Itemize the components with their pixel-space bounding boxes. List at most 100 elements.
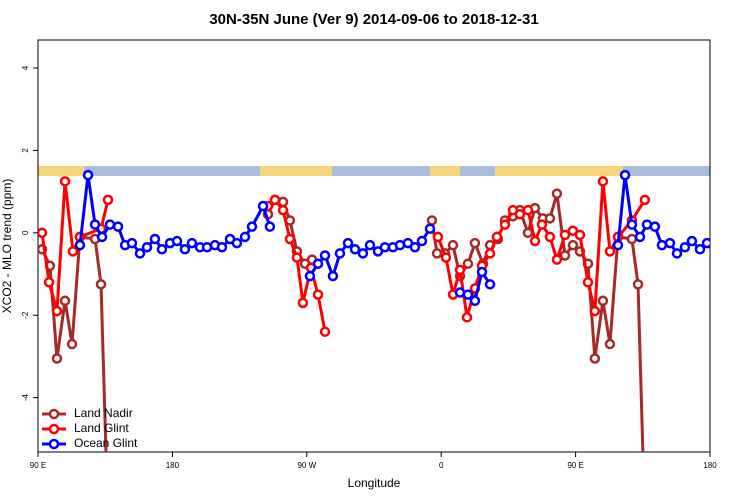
series-line (40, 235, 108, 452)
data-point (82, 169, 94, 181)
data-point (469, 295, 481, 307)
data-point (112, 221, 124, 232)
data-point (461, 312, 473, 323)
data-point (319, 326, 331, 337)
x-tick-label: 90 E (30, 461, 46, 470)
x-tick-label: 90 E (567, 461, 583, 470)
data-point (357, 248, 369, 259)
data-point (701, 237, 710, 249)
data-point (544, 213, 556, 224)
data-point (264, 221, 276, 232)
data-point (514, 209, 526, 220)
data-point (626, 233, 638, 245)
data-point (51, 305, 63, 317)
data-point (426, 215, 438, 226)
data-point (349, 244, 361, 255)
legend-marker (48, 438, 60, 450)
data-point (589, 353, 601, 364)
data-point (66, 338, 78, 350)
data-point (551, 254, 563, 265)
data-point (469, 237, 481, 249)
data-point (567, 239, 579, 251)
data-point (604, 338, 616, 350)
data-point (284, 233, 296, 245)
legend-label: Land Nadir (74, 406, 133, 420)
legend-label: Ocean Glint (74, 436, 138, 450)
data-point (67, 246, 79, 257)
data-point (424, 223, 436, 234)
data-point (686, 235, 698, 247)
data-point (694, 244, 706, 255)
y-tick-label: -4 (21, 394, 30, 402)
data-point (59, 295, 71, 307)
y-tick-label: 0 (21, 230, 30, 235)
data-point (536, 219, 548, 230)
data-point (246, 221, 258, 232)
data-point (239, 231, 251, 243)
legend-marker (48, 408, 60, 420)
data-point (277, 204, 289, 216)
data-point (551, 188, 563, 199)
data-point (559, 250, 571, 261)
data-point (409, 241, 421, 253)
x-tick-label: 180 (166, 461, 180, 470)
data-point (89, 219, 101, 230)
data-point (597, 176, 609, 187)
data-point (544, 231, 556, 243)
data-point (499, 219, 511, 230)
data-point (304, 270, 316, 282)
data-point (43, 277, 55, 288)
data-point (186, 237, 198, 249)
x-tick-label: 0 (439, 461, 444, 470)
data-point (626, 219, 638, 230)
data-point (364, 239, 376, 251)
y-tick-label: 2 (21, 148, 30, 153)
data-point (484, 248, 496, 259)
x-tick-label: 90 W (297, 461, 316, 470)
data-point (327, 270, 339, 282)
data-point (297, 297, 309, 309)
y-tick-label: 4 (21, 65, 30, 70)
data-point (664, 237, 676, 249)
data-point (476, 266, 488, 278)
data-point (440, 252, 452, 263)
legend-label: Land Glint (74, 421, 129, 435)
data-point (432, 231, 444, 243)
data-point (102, 194, 114, 206)
data-point (491, 231, 503, 243)
chart-title: 30N-35N June (Ver 9) 2014-09-06 to 2018-… (209, 11, 538, 28)
data-point (156, 244, 168, 255)
data-point (149, 233, 161, 245)
plot-area (38, 169, 710, 452)
data-point (612, 239, 624, 251)
data-point (582, 277, 594, 288)
data-point (126, 237, 138, 249)
data-point (95, 279, 107, 290)
data-point (134, 248, 146, 259)
data-point (529, 235, 541, 247)
data-point (671, 248, 683, 259)
data-point (559, 229, 571, 241)
data-point (649, 221, 661, 232)
data-point (462, 258, 474, 269)
data-point (96, 231, 108, 243)
y-tick-label: -2 (21, 311, 30, 319)
data-point (179, 244, 191, 255)
data-point (522, 227, 534, 239)
data-point (312, 258, 324, 269)
x-tick-label: 180 (703, 461, 717, 470)
series-line (266, 198, 313, 266)
data-point (574, 229, 586, 241)
data-point (51, 353, 63, 364)
data-point (632, 279, 644, 290)
data-point (38, 227, 48, 239)
data-point (74, 239, 86, 251)
data-point (291, 252, 303, 263)
y-axis-label: XCO2 - MLO trend (ppm) (0, 179, 14, 314)
data-point (604, 246, 616, 257)
data-point (522, 204, 534, 216)
data-point (589, 305, 601, 317)
data-point (484, 279, 496, 290)
data-point (334, 248, 346, 259)
